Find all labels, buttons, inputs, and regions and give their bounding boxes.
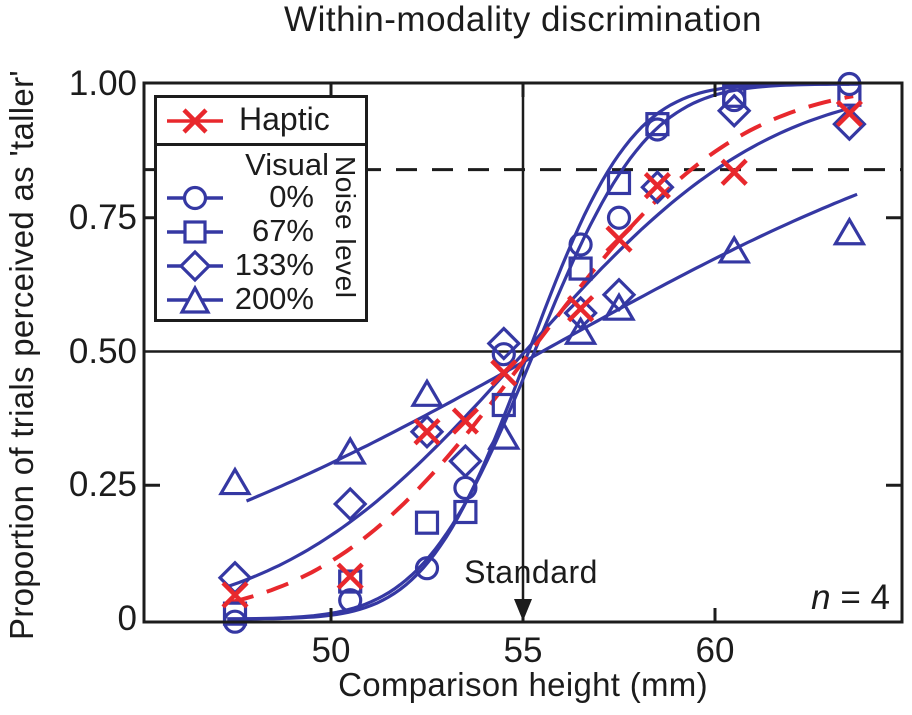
diamond-marker-icon [167, 249, 223, 283]
legend-item-label: 200% [234, 281, 314, 316]
fit-curve-visual-200-noise [245, 192, 858, 503]
sample-size-annotation: n = 4 [718, 578, 890, 618]
legend-haptic-label: Haptic [239, 101, 330, 137]
legend-haptic-row: Haptic [157, 98, 365, 146]
legend-item-visual-133: 133% [157, 247, 365, 283]
y-tick-label-0.25: 0.25 [68, 465, 137, 505]
x-tick-label-50: 50 [311, 631, 351, 670]
x-tick-label-55: 55 [503, 631, 543, 670]
legend-item-label: 133% [234, 247, 314, 282]
triangle-marker-icon [167, 284, 223, 314]
x-axis-title: Comparison height (mm) [338, 666, 708, 703]
series-markers-haptic [221, 99, 863, 609]
y-tick-label-0.50: 0.50 [68, 331, 137, 371]
chart-title: Within-modality discrimination [284, 0, 762, 39]
n-symbol: n [811, 578, 831, 617]
legend-item-label: 0% [269, 179, 314, 214]
series-markers-visual-200-noise [218, 216, 867, 496]
n-value: = 4 [830, 578, 890, 617]
y-tick-label-0.75: 0.75 [68, 197, 137, 237]
legend-visual-label: Visual [245, 147, 329, 182]
y-tick-label-0: 0 [117, 599, 137, 638]
legend: Haptic Visual 0% 67% 133% [154, 95, 368, 322]
legend-item-visual-67: 67% [157, 213, 365, 249]
fit-curve-haptic [230, 94, 854, 605]
circle-marker-icon [167, 185, 223, 211]
standard-annotation: Standard [464, 554, 598, 590]
legend-item-visual-200: 200% [157, 281, 365, 317]
legend-noise-level-label: Noise level [330, 156, 361, 299]
y-tick-label-1.00: 1.00 [68, 64, 137, 103]
x-tick-label-60: 60 [695, 631, 735, 670]
legend-item-label: 67% [251, 213, 314, 248]
legend-item-visual-0: 0% [157, 179, 365, 215]
square-marker-icon [167, 220, 223, 244]
haptic-x-marker-icon [167, 108, 223, 134]
